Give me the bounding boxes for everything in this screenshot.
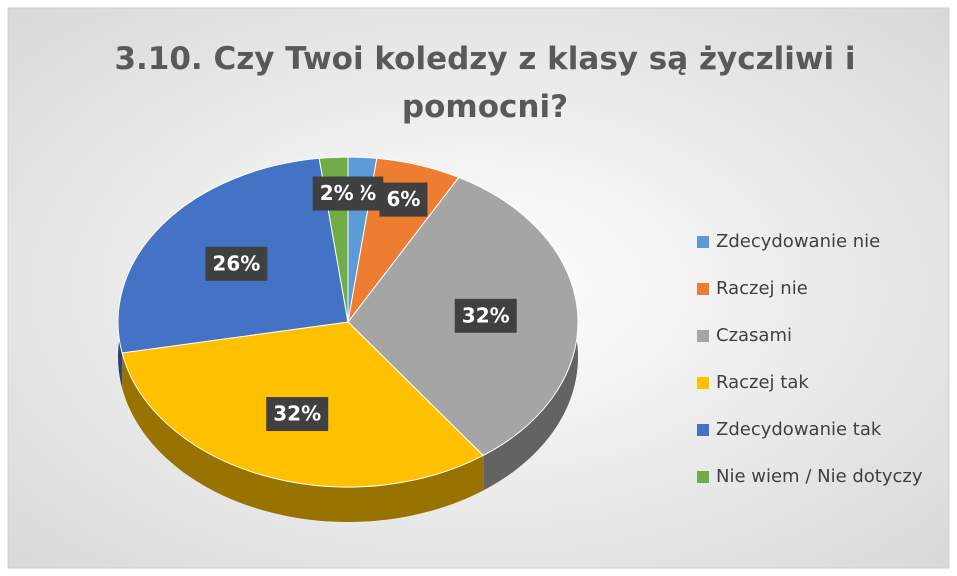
chart-title: 3.10. Czy Twoi koledzy z klasy są życzli… (114, 41, 855, 125)
data-label: 32% (462, 303, 510, 327)
legend-label: Zdecydowanie tak (716, 419, 882, 440)
legend-label: Raczej tak (716, 372, 809, 393)
data-label: 6% (386, 187, 420, 211)
legend-swatch (697, 424, 709, 436)
legend-label: Nie wiem / Nie dotyczy (716, 466, 923, 487)
data-label-box (454, 298, 517, 333)
title-line: pomocni? (402, 89, 568, 125)
legend-swatch (697, 471, 709, 483)
legend-label: Raczej nie (716, 278, 808, 299)
legend-swatch (697, 283, 709, 295)
data-label-box (205, 246, 268, 281)
data-label: 32% (273, 402, 321, 426)
data-label-box (379, 182, 428, 217)
data-label: 26% (212, 251, 260, 275)
legend-swatch (697, 377, 709, 389)
legend-label: Zdecydowanie nie (716, 231, 880, 252)
legend-label: Czasami (716, 325, 792, 346)
legend-swatch (697, 330, 709, 342)
data-label-box (312, 176, 361, 211)
data-label: 2% (320, 181, 354, 205)
title-line: 3.10. Czy Twoi koledzy z klasy są życzli… (114, 41, 855, 77)
pie-side (122, 352, 484, 522)
legend-swatch (697, 236, 709, 248)
data-label-box (266, 397, 329, 432)
